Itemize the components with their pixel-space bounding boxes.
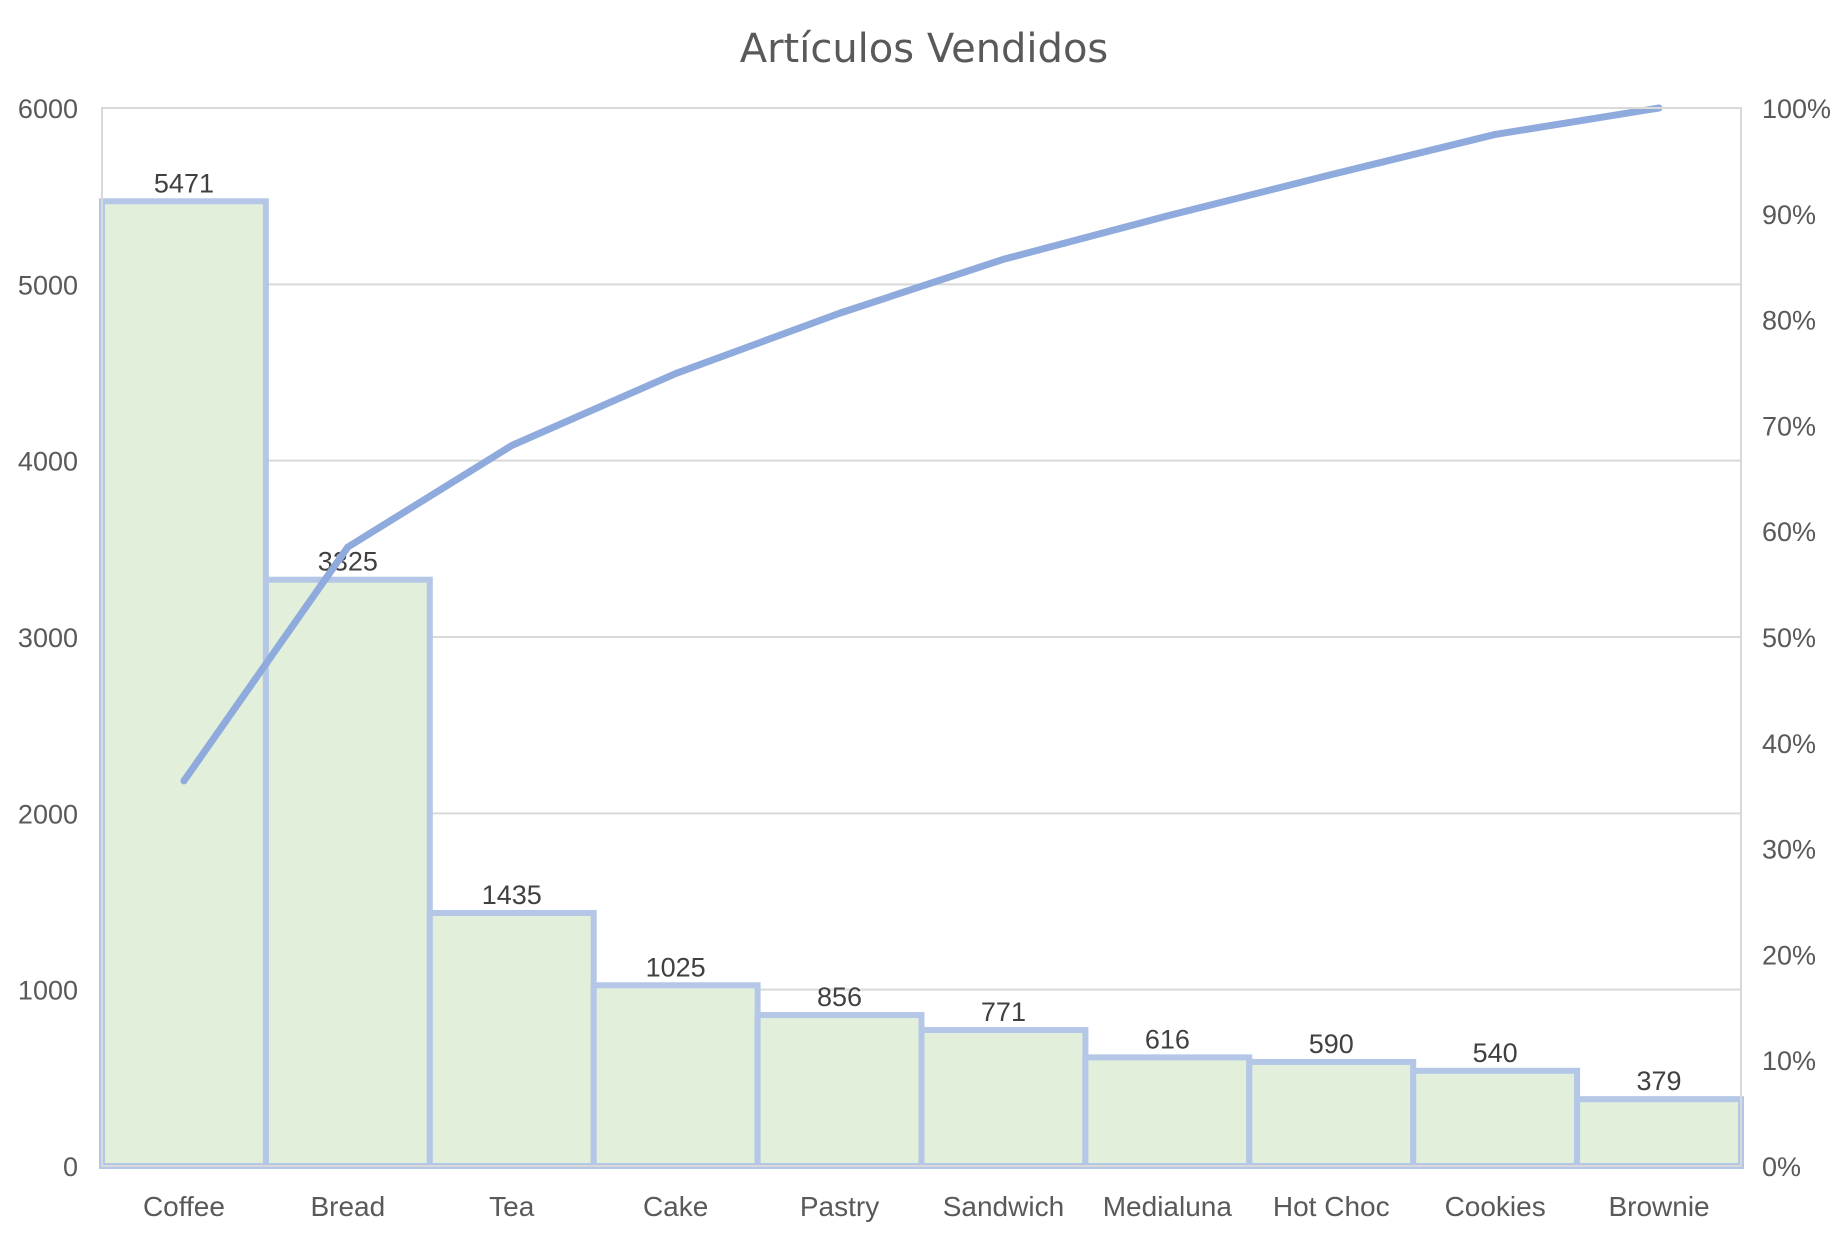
y2-tick-label: 70% xyxy=(1762,411,1816,441)
x-tick-label: Cookies xyxy=(1445,1191,1546,1222)
y-tick-label: 0 xyxy=(63,1152,78,1182)
data-label: 379 xyxy=(1637,1066,1682,1096)
cumulative-percent-line xyxy=(180,104,1663,785)
chart-title: Artículos Vendidos xyxy=(740,26,1109,72)
y2-tick-label: 100% xyxy=(1762,94,1831,124)
bar xyxy=(1246,1058,1417,1170)
y2-tick-label: 20% xyxy=(1762,940,1816,970)
data-label: 616 xyxy=(1145,1024,1190,1054)
bar xyxy=(262,576,433,1169)
bar xyxy=(754,1012,925,1169)
x-tick-label: Bread xyxy=(310,1191,385,1222)
data-label: 1435 xyxy=(482,880,542,910)
x-tick-label: Hot Choc xyxy=(1273,1191,1390,1222)
y-tick-label: 4000 xyxy=(18,447,78,477)
y-tick-label: 3000 xyxy=(18,623,78,653)
y-tick-label: 1000 xyxy=(18,976,78,1006)
axes: 0 1000 2000 3000 4000 5000 6000 0% 10% 20% 30% 40% 5… xyxy=(18,94,1831,1222)
bar xyxy=(1574,1096,1744,1170)
y2-tick-label: 10% xyxy=(1762,1046,1816,1076)
y2-tick-label: 60% xyxy=(1762,517,1816,547)
data-label: 856 xyxy=(817,982,862,1012)
data-label: 771 xyxy=(981,997,1026,1027)
bar xyxy=(426,909,597,1169)
y2-tick-label: 90% xyxy=(1762,200,1816,230)
bar xyxy=(1082,1054,1253,1169)
bars xyxy=(99,198,1744,1170)
y2-tick-label: 0% xyxy=(1762,1152,1801,1182)
y-tick-label: 6000 xyxy=(18,94,78,124)
data-label: 540 xyxy=(1473,1038,1518,1068)
y-tick-label: 5000 xyxy=(18,270,78,300)
data-label: 1025 xyxy=(646,952,706,982)
bar xyxy=(99,198,269,1169)
y2-tick-label: 40% xyxy=(1762,729,1816,759)
bar xyxy=(590,982,761,1170)
y-tick-label: 2000 xyxy=(18,799,78,829)
y2-tick-label: 80% xyxy=(1762,306,1816,336)
data-label: 5471 xyxy=(154,168,214,198)
x-tick-label: Medialuna xyxy=(1103,1191,1233,1222)
x-tick-label: Sandwich xyxy=(943,1191,1064,1222)
x-tick-label: Coffee xyxy=(143,1191,225,1222)
x-tick-label: Pastry xyxy=(800,1191,879,1222)
x-tick-label: Cake xyxy=(643,1191,708,1222)
cumulative-line xyxy=(180,104,1663,785)
y2-tick-label: 50% xyxy=(1762,623,1816,653)
x-tick-label: Tea xyxy=(489,1191,535,1222)
data-label: 590 xyxy=(1309,1029,1354,1059)
x-tick-label: Brownie xyxy=(1608,1191,1709,1222)
y2-tick-label: 30% xyxy=(1762,835,1816,865)
bar xyxy=(1410,1067,1581,1170)
bar xyxy=(918,1027,1089,1169)
